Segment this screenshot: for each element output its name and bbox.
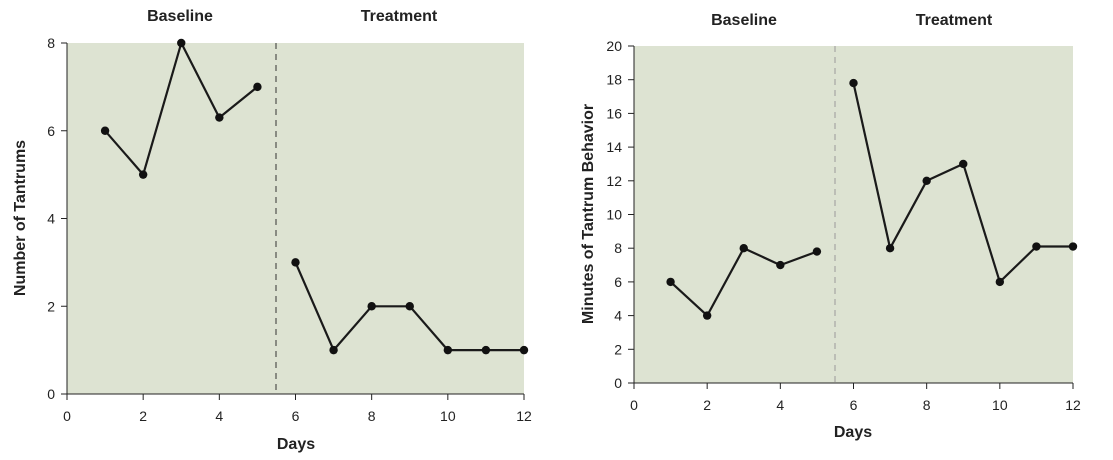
data-point: [849, 78, 858, 88]
y-tick-label: 20: [606, 38, 622, 54]
y-tick-label: 0: [47, 386, 55, 402]
x-tick-label: 6: [850, 397, 858, 413]
data-point: [367, 302, 376, 311]
data-point: [739, 244, 748, 253]
data-point: [519, 345, 529, 355]
x-tick-label: 12: [516, 408, 532, 424]
data-point: [812, 247, 822, 256]
x-tick-label: 10: [440, 408, 456, 424]
x-ticks: 0 2 4 6 8 10 12: [63, 394, 532, 424]
phase-label-baseline: Baseline: [147, 8, 213, 25]
y-tick-label: 6: [614, 274, 622, 290]
chart-tantrum-minutes: Baseline Treatment 0 2 4 6 8 10 12 14 16 18 20 0 2 4…: [580, 12, 1081, 441]
x-axis-title: Days: [834, 424, 872, 441]
data-point: [253, 82, 262, 92]
x-ticks: 0 2 4 6 8 10 12: [630, 383, 1081, 413]
y-tick-label: 18: [606, 72, 622, 88]
data-point: [177, 38, 186, 48]
x-tick-label: 2: [703, 397, 711, 413]
data-point: [481, 345, 491, 355]
y-ticks: 0 2 4 6 8: [47, 35, 67, 402]
y-tick-label: 8: [47, 35, 55, 51]
x-tick-label: 0: [63, 408, 71, 424]
y-tick-label: 2: [614, 341, 622, 357]
data-point: [329, 345, 338, 355]
y-tick-label: 10: [606, 207, 622, 223]
series-points: [666, 78, 1078, 320]
y-tick-label: 12: [606, 173, 622, 189]
y-tick-label: 16: [606, 105, 622, 121]
y-tick-label: 8: [614, 240, 622, 256]
y-ticks: 0 2 4 6 8 10 12 14 16 18 20: [606, 38, 634, 391]
x-tick-label: 4: [776, 397, 784, 413]
data-point: [405, 302, 414, 311]
data-point: [885, 244, 895, 253]
phase-label-treatment: Treatment: [361, 8, 438, 25]
data-point: [959, 159, 968, 169]
x-tick-label: 0: [630, 397, 638, 413]
data-point: [443, 345, 453, 355]
plot-area: [634, 46, 1073, 383]
x-tick-label: 2: [139, 408, 147, 424]
data-point: [138, 170, 148, 179]
data-point: [1068, 242, 1078, 251]
x-axis-title: Days: [277, 436, 315, 453]
x-tick-label: 12: [1065, 397, 1081, 413]
plot-area: [67, 43, 524, 394]
x-tick-label: 4: [215, 408, 223, 424]
data-point: [922, 176, 931, 185]
y-axis-title: Number of Tantrums: [12, 140, 29, 296]
data-point: [100, 126, 110, 135]
y-tick-label: 0: [614, 375, 622, 391]
y-tick-label: 4: [47, 211, 55, 227]
series-points: [100, 38, 529, 355]
data-point: [666, 277, 675, 287]
data-point: [702, 311, 712, 320]
phase-label-treatment: Treatment: [916, 12, 993, 29]
y-tick-label: 4: [614, 308, 622, 324]
x-tick-label: 8: [368, 408, 376, 424]
y-axis-title: Minutes of Tantrum Behavior: [580, 104, 597, 324]
y-tick-label: 14: [606, 139, 622, 155]
phase-label-baseline: Baseline: [711, 12, 777, 29]
x-tick-label: 10: [992, 397, 1008, 413]
data-point: [291, 258, 300, 267]
y-tick-label: 6: [47, 123, 55, 139]
data-point: [995, 277, 1005, 287]
y-tick-label: 2: [47, 298, 55, 314]
x-tick-label: 6: [292, 408, 300, 424]
data-point: [776, 260, 785, 270]
data-point: [215, 113, 224, 122]
x-tick-label: 8: [923, 397, 931, 413]
data-point: [1032, 242, 1041, 251]
